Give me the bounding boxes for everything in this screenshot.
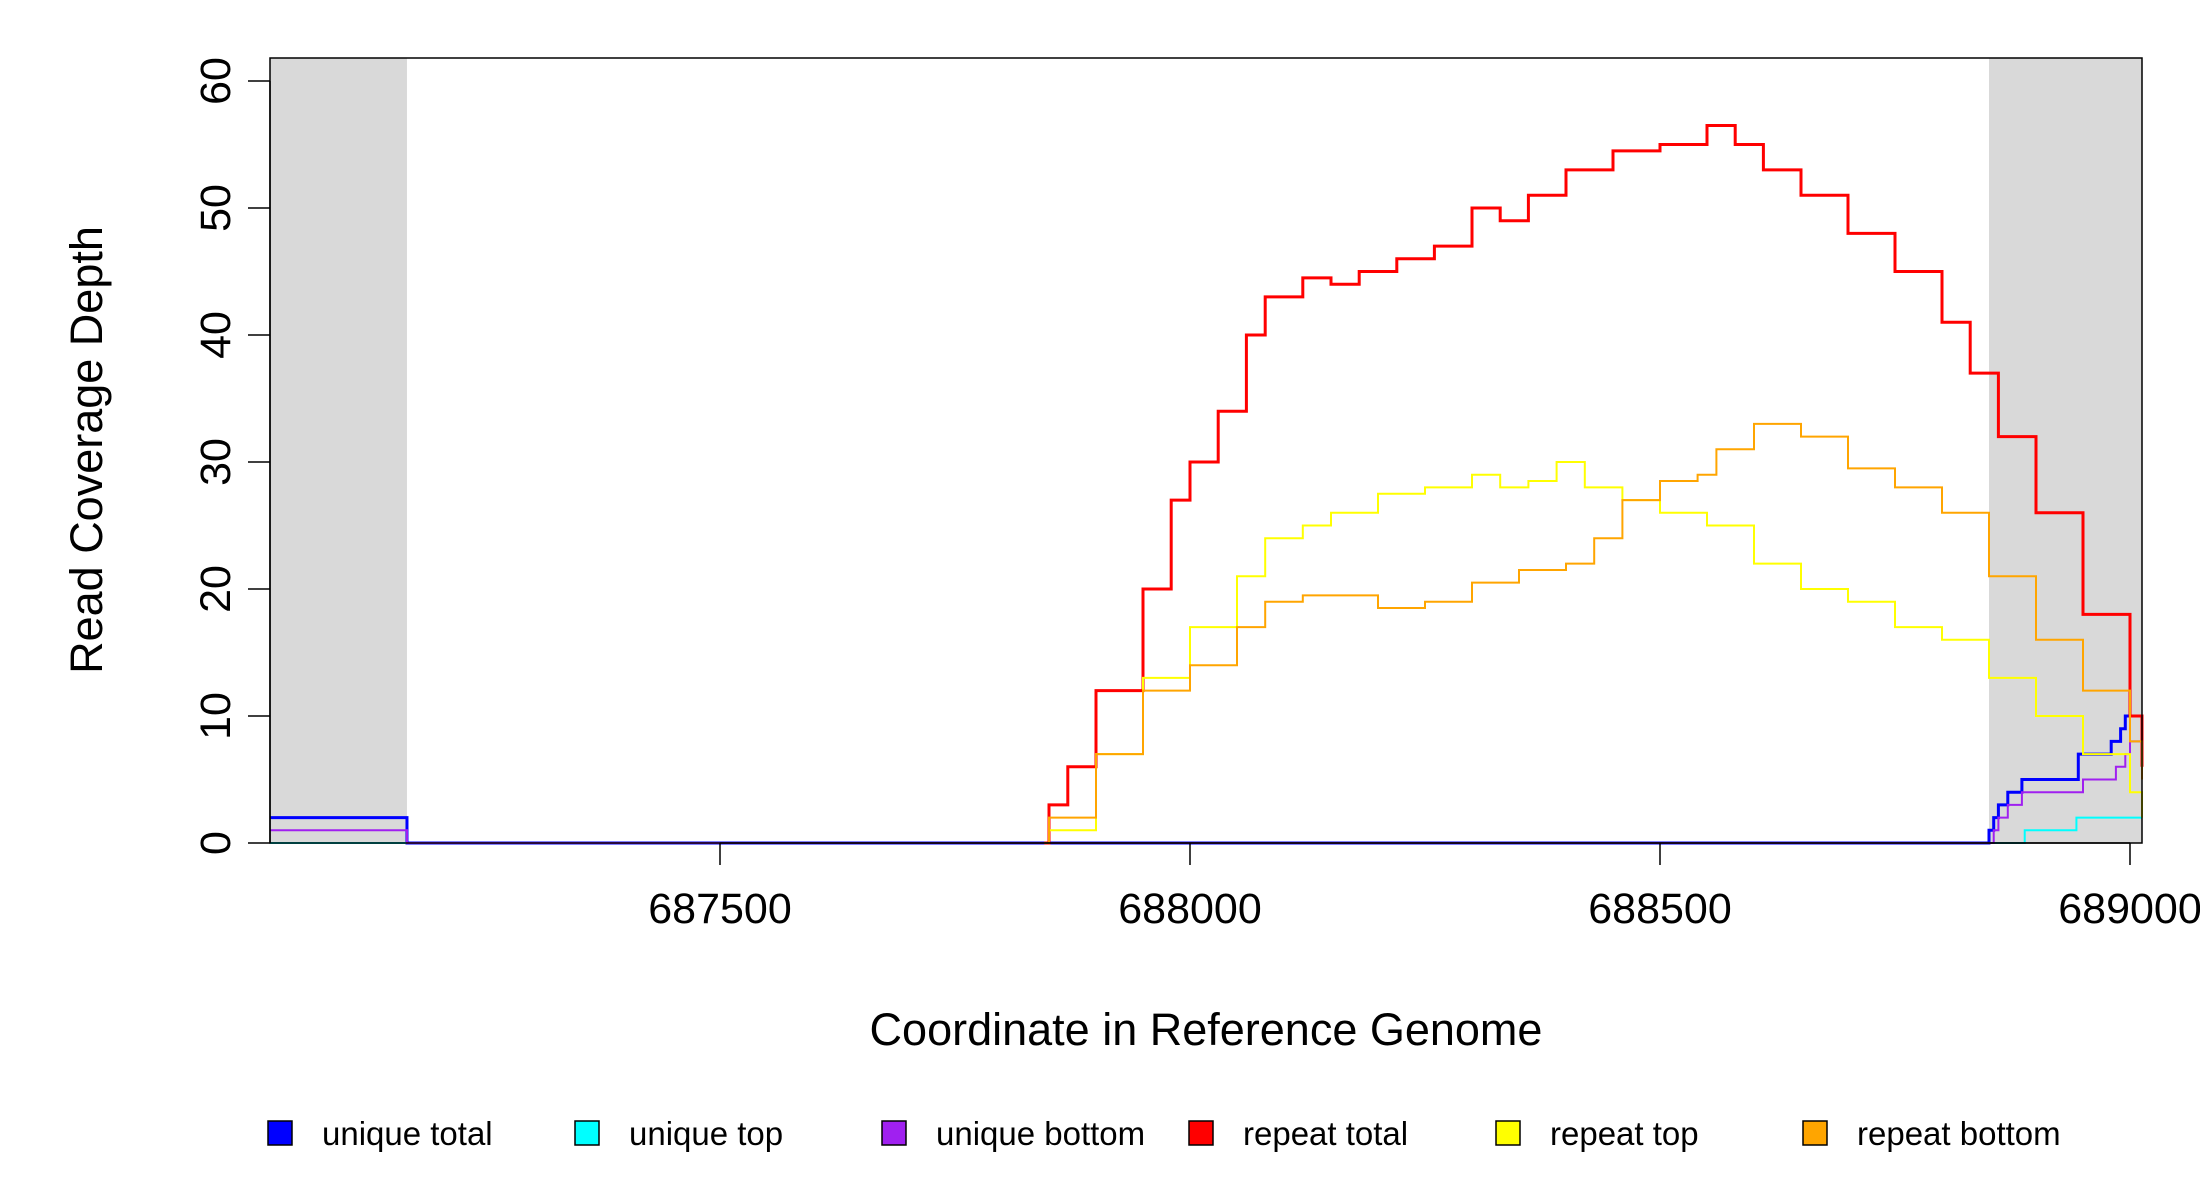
legend-label-repeat-bottom: repeat bottom bbox=[1857, 1115, 2061, 1152]
y-tick-label: 20 bbox=[192, 565, 240, 613]
series-line-repeat-top bbox=[1044, 461, 2143, 844]
legend-swatch-repeat-top bbox=[1495, 1120, 1521, 1146]
legend-swatch-repeat-total bbox=[1188, 1120, 1214, 1146]
x-axis: 687500 688000 688500 689000 bbox=[648, 842, 2200, 933]
x-tick-label: 687500 bbox=[648, 885, 792, 933]
legend-swatch-unique-total bbox=[267, 1120, 293, 1146]
series-line-repeat-total bbox=[1044, 123, 2144, 845]
y-tick-label: 10 bbox=[192, 692, 240, 740]
legend-label-unique-bottom: unique bottom bbox=[936, 1115, 1145, 1152]
legend-swatch-unique-bottom bbox=[881, 1120, 907, 1146]
shaded-regions bbox=[270, 58, 2142, 843]
y-tick-label: 0 bbox=[192, 831, 240, 855]
legend-label-unique-top: unique top bbox=[629, 1115, 783, 1152]
y-tick-label: 30 bbox=[192, 438, 240, 486]
x-tick-label: 688000 bbox=[1118, 885, 1262, 933]
series-lines bbox=[270, 123, 2144, 845]
shaded-region-1 bbox=[270, 58, 407, 843]
series-line-unique-total bbox=[270, 714, 2142, 845]
y-axis-title: Read Coverage Depth bbox=[61, 226, 112, 674]
series-line-unique-top bbox=[270, 816, 2142, 844]
series-line-unique-bottom bbox=[270, 740, 2142, 844]
shaded-region-2 bbox=[1989, 58, 2142, 843]
legend-label-unique-total: unique total bbox=[322, 1115, 493, 1152]
y-tick-label: 60 bbox=[192, 57, 240, 105]
x-tick-label: 688500 bbox=[1588, 885, 1732, 933]
y-axis: 0 10 20 30 40 50 60 bbox=[192, 57, 271, 855]
x-axis-title: Coordinate in Reference Genome bbox=[870, 1004, 1543, 1055]
legend: unique total unique top unique bottom repea… bbox=[267, 1115, 2061, 1152]
x-tick-label: 689000 bbox=[2058, 885, 2200, 933]
legend-swatch-repeat-bottom bbox=[1802, 1120, 1828, 1146]
legend-label-repeat-total: repeat total bbox=[1243, 1115, 1408, 1152]
series-line-repeat-bottom bbox=[1044, 422, 2143, 844]
y-tick-label: 40 bbox=[192, 311, 240, 359]
y-tick-label: 50 bbox=[192, 184, 240, 232]
plot-frame bbox=[269, 57, 2143, 844]
legend-label-repeat-top: repeat top bbox=[1550, 1115, 1699, 1152]
legend-swatch-unique-top bbox=[574, 1120, 600, 1146]
